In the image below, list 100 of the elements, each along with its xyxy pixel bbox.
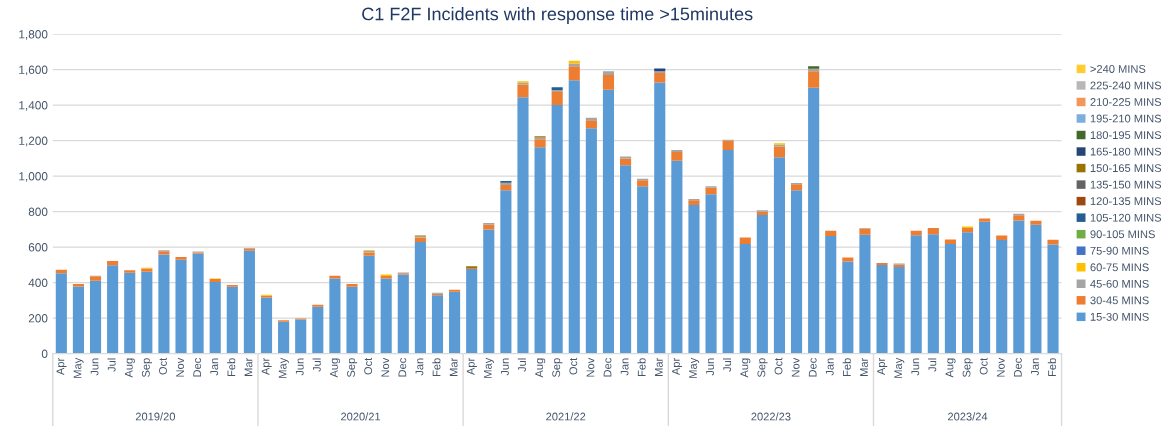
bar bbox=[876, 262, 888, 266]
bar bbox=[790, 190, 803, 354]
bar bbox=[688, 200, 700, 206]
bar bbox=[654, 72, 666, 83]
bar bbox=[602, 71, 615, 75]
x-tick-label: Jan bbox=[825, 358, 834, 376]
x-tick-label: Jun bbox=[911, 358, 920, 376]
x-tick-label: Nov bbox=[176, 357, 184, 377]
bar bbox=[739, 237, 751, 244]
x-tick-label: Feb bbox=[432, 358, 441, 376]
legend-label: 60-75 MINS bbox=[1090, 263, 1149, 272]
legend-label: 105-120 MINS bbox=[1090, 213, 1162, 222]
bar bbox=[534, 139, 546, 148]
bar bbox=[1030, 224, 1042, 354]
bar bbox=[551, 92, 563, 106]
x-tick-label: Jun bbox=[501, 358, 509, 376]
bar bbox=[620, 156, 632, 159]
x-tick-label: Oct bbox=[979, 357, 988, 375]
bar bbox=[927, 234, 939, 354]
bar bbox=[910, 230, 922, 236]
bar bbox=[397, 274, 409, 354]
text: 2019/20 bbox=[135, 412, 176, 421]
x-tick-label: May bbox=[484, 357, 494, 378]
x-tick-label: Dec bbox=[808, 358, 817, 377]
legend-label: 15-30 MINS bbox=[1090, 312, 1149, 321]
bar bbox=[568, 66, 580, 81]
bar bbox=[192, 253, 204, 354]
x-tick-label: Apr bbox=[877, 357, 888, 376]
bar bbox=[842, 257, 854, 262]
bar bbox=[961, 232, 974, 354]
bar bbox=[1013, 220, 1025, 354]
bar bbox=[175, 257, 187, 260]
bar bbox=[961, 228, 974, 233]
bar bbox=[517, 84, 529, 98]
bar bbox=[1030, 220, 1042, 225]
x-tick-label: Feb bbox=[1047, 358, 1056, 376]
x-tick-label: Nov bbox=[996, 357, 1005, 377]
y-tick-label: 1,800 bbox=[19, 30, 48, 40]
x-tick-label: Nov bbox=[586, 357, 595, 377]
bar bbox=[773, 146, 786, 158]
bar bbox=[209, 282, 221, 354]
x-tick-label: Jul bbox=[722, 358, 732, 372]
x-tick-label: Apr bbox=[466, 357, 477, 376]
x-tick-label: Dec bbox=[193, 358, 202, 377]
x-tick-label: Jul bbox=[107, 358, 116, 372]
bar bbox=[89, 280, 102, 354]
legend-label: 75-90 MINS bbox=[1090, 246, 1149, 255]
bar bbox=[602, 74, 615, 90]
bar bbox=[688, 205, 700, 354]
x-tick-label: Jul bbox=[928, 358, 937, 372]
x-tick-label: Sep bbox=[552, 358, 563, 378]
bar bbox=[55, 273, 67, 354]
x-tick-label: Sep bbox=[962, 358, 973, 378]
y-tick-label: 400 bbox=[28, 278, 48, 287]
x-tick-label: May bbox=[689, 357, 700, 378]
bar bbox=[158, 254, 170, 354]
bar bbox=[107, 260, 119, 266]
bar bbox=[893, 266, 905, 354]
x-tick-label: Mar bbox=[244, 357, 253, 376]
y-tick-label: 1,600 bbox=[19, 65, 48, 76]
bar bbox=[380, 278, 392, 354]
bar bbox=[517, 97, 529, 354]
legend-label: 195-210 MINS bbox=[1090, 114, 1162, 123]
x-tick-label: Oct bbox=[774, 357, 783, 375]
bar bbox=[671, 152, 683, 161]
text: 2022/23 bbox=[751, 412, 791, 421]
x-tick-label: Dec bbox=[603, 358, 612, 377]
x-tick-label: Oct bbox=[364, 357, 373, 375]
legend-label: 135-150 MINS bbox=[1090, 180, 1162, 189]
bar bbox=[756, 214, 768, 354]
bar bbox=[141, 271, 153, 354]
bar bbox=[500, 184, 512, 191]
x-tick-label: Aug bbox=[535, 358, 546, 378]
bar bbox=[671, 149, 683, 153]
bar bbox=[910, 235, 922, 354]
legend-label: >240 MINS bbox=[1090, 65, 1146, 73]
bar bbox=[1013, 215, 1025, 221]
bar bbox=[1047, 244, 1059, 354]
x-tick-label: Feb bbox=[227, 358, 236, 376]
x-tick-label: Sep bbox=[347, 358, 358, 378]
x-tick-label: Feb bbox=[842, 358, 851, 376]
bar bbox=[671, 160, 683, 354]
x-tick-label: May bbox=[894, 357, 905, 378]
bar bbox=[585, 128, 597, 354]
x-tick-label: Apr bbox=[56, 357, 67, 376]
bar bbox=[996, 239, 1008, 354]
x-tick-label: Mar bbox=[860, 357, 868, 376]
bar bbox=[568, 80, 580, 354]
bar bbox=[346, 286, 358, 354]
y-tick-label: 800 bbox=[28, 207, 48, 216]
x-tick-label: Jan bbox=[415, 358, 424, 376]
bar bbox=[449, 291, 461, 354]
y-tick-label: 1,000 bbox=[19, 172, 48, 182]
bar bbox=[260, 297, 273, 354]
bar bbox=[243, 250, 255, 354]
bar bbox=[842, 261, 854, 354]
bar bbox=[859, 228, 871, 235]
legend-label: 90-105 MINS bbox=[1090, 230, 1155, 239]
bar bbox=[876, 265, 888, 354]
x-tick-label: Nov bbox=[381, 357, 390, 377]
